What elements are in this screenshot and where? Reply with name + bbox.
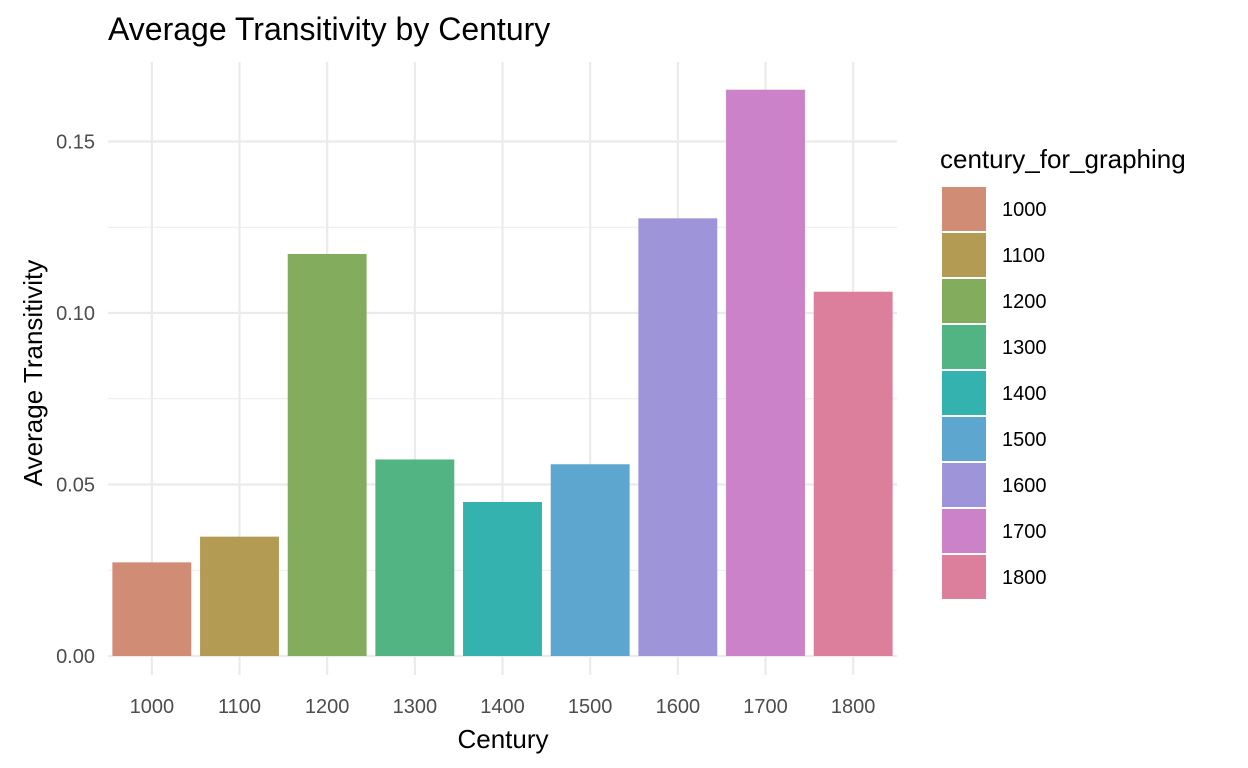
- bar-1800: [813, 291, 893, 656]
- legend-label: 1100: [1002, 245, 1045, 267]
- legend-label: 1700: [1002, 521, 1047, 543]
- bar-1500: [550, 464, 630, 656]
- legend-swatch-1800: [942, 555, 986, 599]
- legend-items: 1000 1100 1200 1300 1400 1500 1600 1700 1800: [942, 187, 1047, 599]
- y-axis-ticks: 0.00 0.05 0.10 0.15: [56, 132, 95, 669]
- legend-title: century_for_graphing: [940, 144, 1186, 174]
- chart-title: Average Transitivity by Century: [108, 11, 550, 47]
- x-tick-label: 1600: [656, 696, 701, 718]
- bar-1000: [112, 562, 192, 656]
- x-tick-label: 1000: [130, 696, 175, 718]
- legend-swatch-1200: [942, 279, 986, 323]
- legend-label: 1300: [1002, 337, 1047, 359]
- legend-label: 1500: [1002, 429, 1047, 451]
- legend-swatch-1600: [942, 463, 986, 507]
- x-tick-label: 1500: [568, 696, 613, 718]
- x-axis-ticks: 1000 1100 1200 1300 1400 1500 1600 1700 1800: [130, 696, 876, 718]
- x-tick-label: 1200: [305, 696, 350, 718]
- x-tick-label: 1100: [218, 696, 261, 718]
- x-tick-label: 1700: [743, 696, 788, 718]
- y-tick-label: 0.15: [56, 132, 95, 154]
- legend-label: 1000: [1002, 199, 1047, 221]
- y-tick-label: 0.00: [56, 646, 95, 668]
- legend-swatch-1300: [942, 325, 986, 369]
- y-tick-label: 0.10: [56, 303, 95, 325]
- legend-swatch-1000: [942, 187, 986, 231]
- bar-1600: [638, 218, 718, 656]
- legend-swatch-1500: [942, 417, 986, 461]
- bar-1700: [726, 89, 805, 656]
- legend-label: 1600: [1002, 475, 1047, 497]
- bar-1300: [375, 459, 455, 656]
- legend-label: 1200: [1002, 291, 1047, 313]
- x-tick-label: 1800: [831, 696, 876, 718]
- legend-swatch-1100: [942, 233, 986, 277]
- y-axis-title: Average Transitivity: [18, 260, 48, 486]
- bars: [112, 89, 893, 656]
- y-tick-label: 0.05: [56, 475, 95, 497]
- x-tick-label: 1300: [393, 696, 438, 718]
- x-axis-title: Century: [457, 724, 548, 754]
- bar-1100: [200, 536, 279, 656]
- legend-label: 1800: [1002, 567, 1047, 589]
- legend-swatch-1400: [942, 371, 986, 415]
- bar-1200: [287, 254, 367, 656]
- bar-1400: [463, 501, 542, 656]
- legend-label: 1400: [1002, 383, 1047, 405]
- x-tick-label: 1400: [480, 696, 525, 718]
- legend-swatch-1700: [942, 509, 986, 553]
- legend: century_for_graphing 1000 1100 1200 1300 140…: [940, 144, 1186, 599]
